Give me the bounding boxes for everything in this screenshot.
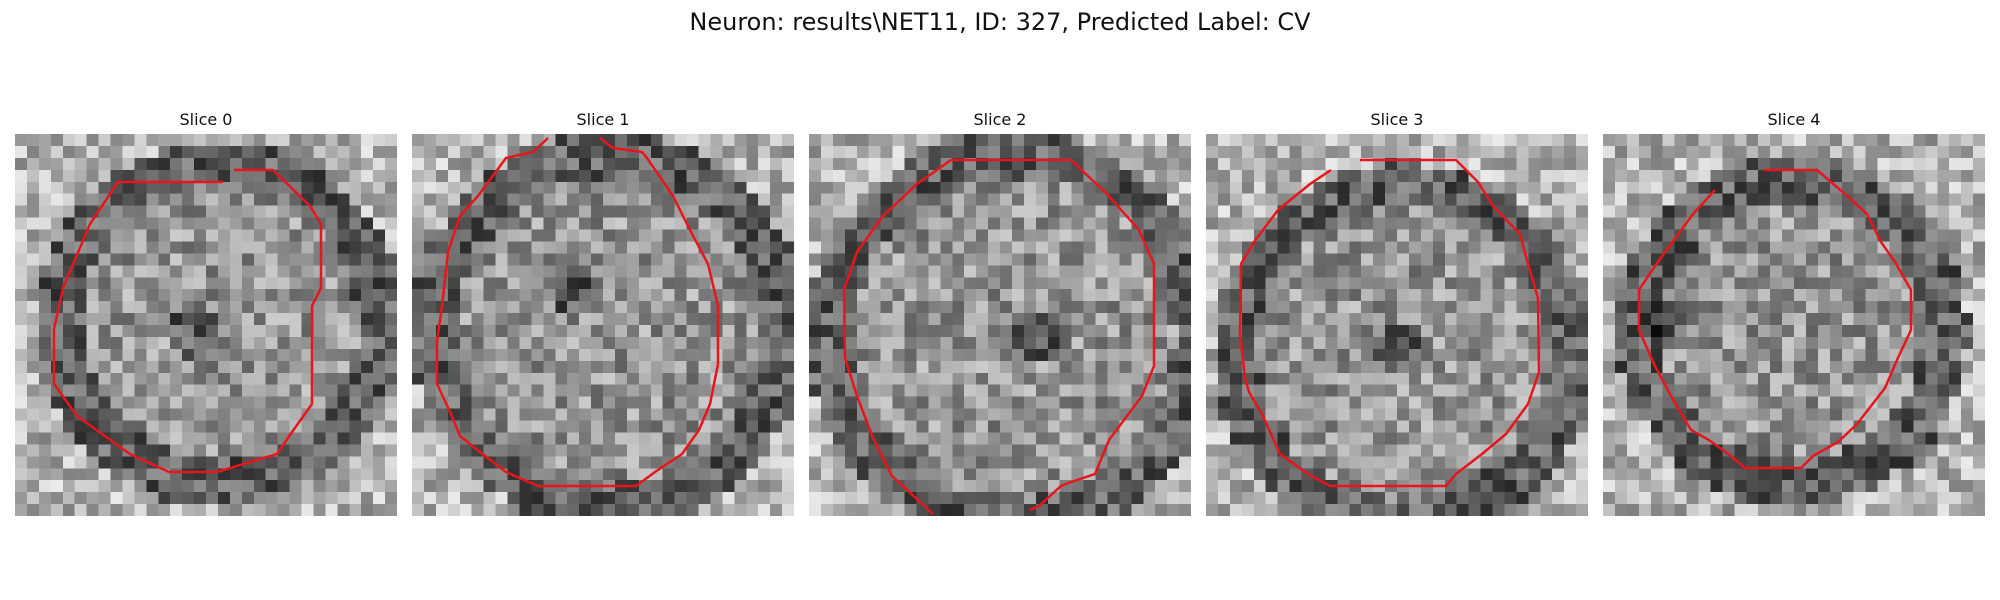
slice-panel-3: Slice 3 xyxy=(1206,110,1588,516)
contour-overlay xyxy=(1238,158,1541,488)
roi-contour xyxy=(435,137,720,488)
grayscale-image xyxy=(1206,134,1588,516)
roi-contour xyxy=(1238,158,1541,488)
slice-title: Slice 3 xyxy=(1370,110,1424,129)
slice-panel-4: Slice 4 xyxy=(1603,110,1985,516)
figure-title: Neuron: results\NET11, ID: 327, Predicte… xyxy=(689,8,1311,36)
grayscale-image xyxy=(1603,134,1985,516)
grayscale-image xyxy=(809,134,1191,516)
contour-overlay xyxy=(52,168,323,474)
contour-overlay xyxy=(842,158,1156,515)
slice-image-3 xyxy=(1206,134,1588,516)
slice-image-0 xyxy=(15,134,397,516)
slice-title: Slice 4 xyxy=(1767,110,1821,129)
slice-panel-2: Slice 2 xyxy=(809,110,1191,516)
roi-contour xyxy=(842,158,1156,515)
slice-title: Slice 0 xyxy=(179,110,233,129)
slice-image-4 xyxy=(1603,134,1985,516)
slice-image-1 xyxy=(412,134,794,516)
contour-overlay xyxy=(1637,168,1913,470)
roi-contour xyxy=(52,168,323,474)
contour-overlay xyxy=(435,137,720,488)
slice-title: Slice 2 xyxy=(973,110,1027,129)
grayscale-image xyxy=(15,134,397,516)
slice-panel-0: Slice 0 xyxy=(15,110,397,516)
slice-panel-1: Slice 1 xyxy=(412,110,794,516)
roi-contour xyxy=(1637,168,1913,470)
slice-title: Slice 1 xyxy=(576,110,630,129)
slice-image-2 xyxy=(809,134,1191,516)
